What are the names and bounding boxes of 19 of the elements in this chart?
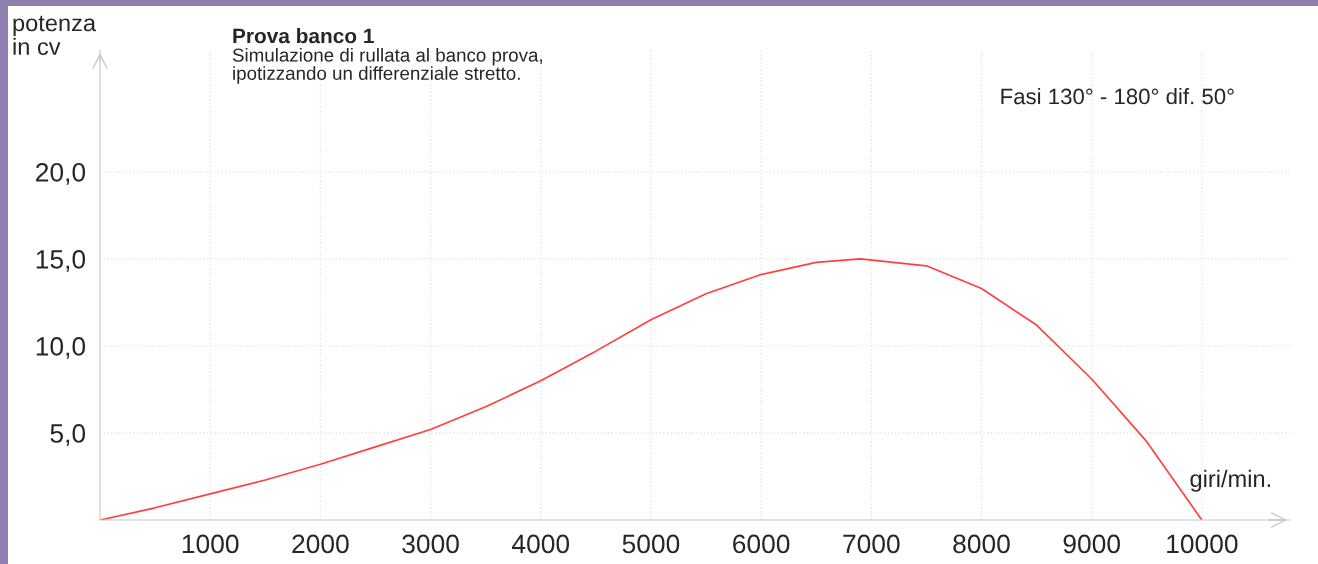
x-tick-label: 1000 bbox=[182, 534, 239, 554]
annotation: Fasi 130° - 180° dif. 50° bbox=[1001, 88, 1234, 105]
x-tick-label: 8000 bbox=[953, 534, 1010, 554]
y-tick-label: 10,0 bbox=[36, 337, 86, 359]
y-tick-label: 15,0 bbox=[36, 250, 86, 272]
y-axis-title: potenza in cv bbox=[13, 15, 97, 56]
x-tick-label: 3000 bbox=[402, 534, 459, 554]
x-axis-title: giri/min. bbox=[1190, 469, 1270, 492]
x-tick-label: 5000 bbox=[622, 534, 680, 554]
chart-subtitle: Simulazione di rullata al banco prova, ipotizzando un differenziale stretto. bbox=[232, 48, 542, 84]
x-tick-label: 9000 bbox=[1063, 534, 1120, 554]
x-tick-label: 10000 bbox=[1167, 534, 1238, 554]
y-tick-label: 5,0 bbox=[50, 424, 86, 446]
chart-title: Prova banco 1 bbox=[233, 28, 374, 44]
x-tick-label: 4000 bbox=[512, 534, 570, 554]
y-tick-label: 20,0 bbox=[36, 162, 86, 185]
x-tick-label: 7000 bbox=[843, 534, 900, 554]
x-tick-label: 6000 bbox=[733, 534, 790, 554]
x-tick-label: 2000 bbox=[292, 534, 349, 554]
